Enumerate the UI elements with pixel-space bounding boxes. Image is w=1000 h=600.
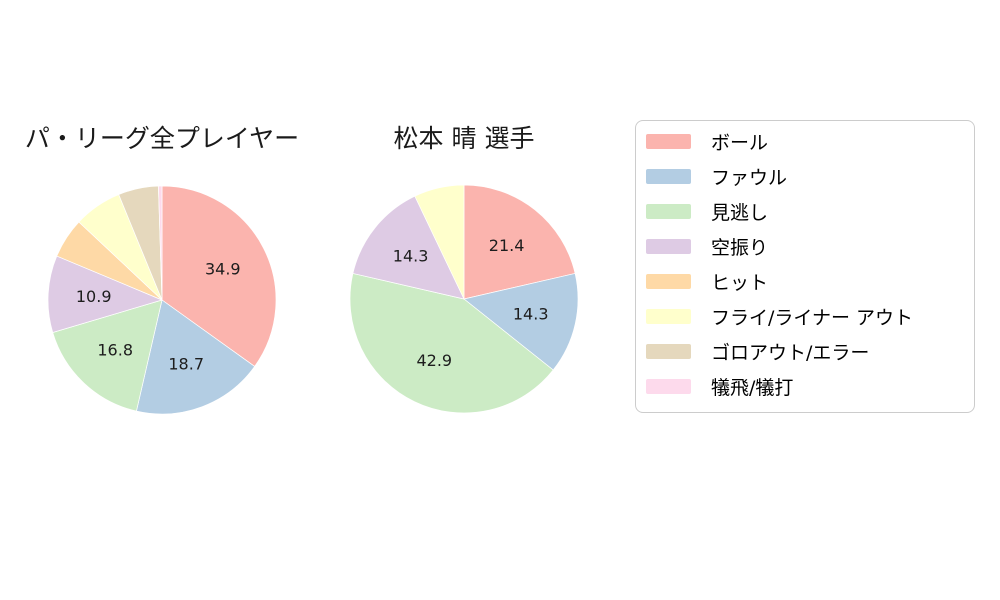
legend-item-fly-liner-out: フライ/ライナー アウト	[646, 299, 974, 334]
legend-item-hit: ヒット	[646, 264, 974, 299]
legend-swatch-ball	[646, 134, 691, 149]
legend-swatch-fly-liner-out	[646, 309, 691, 324]
legend-item-foul: ファウル	[646, 159, 974, 194]
pie-value-label-foul: 14.3	[513, 305, 549, 324]
legend-label-ground-out-error: ゴロアウト/エラー	[711, 342, 870, 364]
pie-value-label-swinging-strike: 14.3	[393, 247, 429, 266]
legend-swatch-sacrifice	[646, 379, 691, 394]
pie-value-label-ball: 34.9	[205, 259, 241, 278]
legend-label-hit: ヒット	[711, 272, 769, 294]
pie-slice-foul	[136, 299, 255, 415]
pie-slice-called-strike	[349, 273, 554, 414]
pie-value-label-called-strike: 42.9	[416, 351, 452, 370]
legend-label-foul: ファウル	[711, 167, 788, 189]
legend-swatch-swinging-strike	[646, 239, 691, 254]
pie-slice-ball	[161, 185, 277, 367]
pie-slice-fly-liner-out	[414, 184, 465, 300]
legend-label-swinging-strike: 空振り	[711, 237, 769, 259]
legend-swatch-hit	[646, 274, 691, 289]
legend-swatch-called-strike	[646, 204, 691, 219]
legend-item-called-strike: 見逃し	[646, 194, 974, 229]
left-chart-title: パ・リーグ全プレイヤー	[24, 124, 300, 153]
legend-swatch-ground-out-error	[646, 344, 691, 359]
pie-slice-foul	[463, 273, 579, 371]
legend-label-fly-liner-out: フライ/ライナー アウト	[711, 307, 914, 329]
pie-slice-swinging-strike	[47, 255, 163, 333]
pie-slice-swinging-strike	[352, 195, 465, 300]
pie-value-label-foul: 18.7	[168, 355, 204, 374]
pie-slice-sacrifice	[158, 185, 163, 301]
legend-item-ground-out-error: ゴロアウト/エラー	[646, 334, 974, 369]
legend-swatch-foul	[646, 169, 691, 184]
left-pie-chart: 34.9 18.7 16.8 10.9	[47, 185, 277, 415]
pie-value-label-swinging-strike: 10.9	[76, 287, 112, 306]
legend-item-ball: ボール	[646, 124, 974, 159]
legend-item-sacrifice: 犠飛/犠打	[646, 369, 974, 404]
legend-item-swinging-strike: 空振り	[646, 229, 974, 264]
pie-value-label-called-strike: 16.8	[97, 340, 133, 359]
legend: ボール ファウル 見逃し 空振り ヒット フライ/ライナー アウト ゴロアウト/…	[635, 120, 975, 413]
right-chart-title: 松本 晴 選手	[393, 124, 535, 153]
pie-slice-called-strike	[52, 299, 163, 412]
legend-label-ball: ボール	[711, 132, 769, 154]
pie-value-label-ball: 21.4	[489, 236, 525, 255]
right-pie-chart: 21.4 14.3 42.9 14.3	[349, 184, 579, 414]
legend-label-sacrifice: 犠飛/犠打	[711, 377, 794, 399]
pie-slice-ball	[463, 184, 576, 300]
legend-label-called-strike: 見逃し	[711, 202, 769, 224]
